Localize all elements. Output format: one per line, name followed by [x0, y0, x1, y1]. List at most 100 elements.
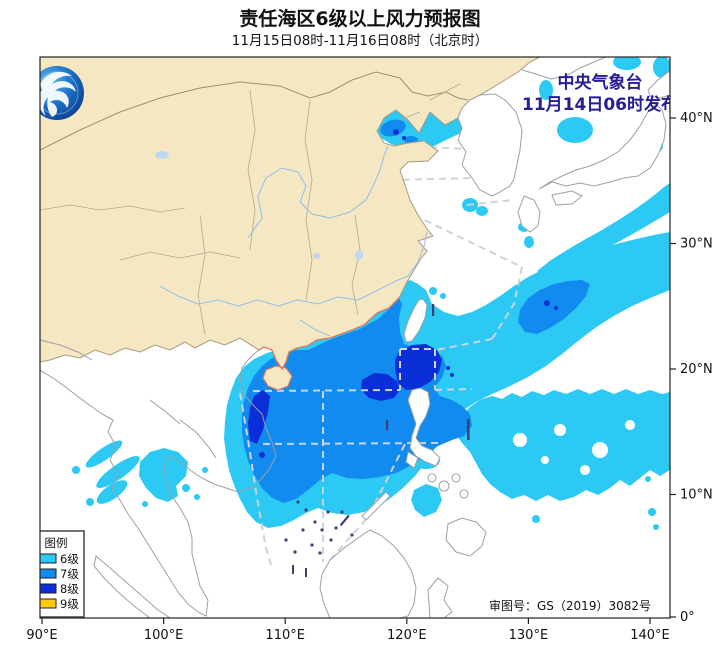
wind6-philippine-sea	[455, 389, 670, 501]
wind6-blob	[524, 236, 534, 248]
wind8-dot	[544, 300, 550, 306]
wind8-dot	[259, 452, 265, 458]
land-mindoro	[405, 451, 419, 469]
map-canvas: 中央气象台 11月14日06时发布 审图号：GS（2019）3082号 图例 6…	[40, 57, 678, 618]
land-shikoku	[551, 190, 583, 206]
land-china	[40, 57, 541, 370]
wind6-speckle-holes	[513, 420, 635, 475]
map-approval-number: 审图号：GS（2019）3082号	[489, 598, 651, 613]
wind6-andaman	[96, 480, 128, 504]
legend-swatch-8	[40, 583, 57, 594]
wind8-dot	[450, 373, 454, 377]
lat-label-10n: 10°N	[680, 488, 713, 503]
land-visayas	[438, 480, 450, 492]
lon-axis-labels: 90°E 100°E 110°E 120°E 130°E 140°E	[26, 628, 669, 643]
legend-swatch-9	[40, 598, 57, 609]
lat-ticks	[670, 117, 676, 618]
wind6-dot	[142, 501, 148, 507]
land-sulawesi	[427, 577, 453, 618]
land-borneo	[319, 529, 417, 618]
wind8-dot	[446, 366, 450, 370]
foreign-land	[40, 57, 670, 618]
land-mindanao	[445, 517, 487, 557]
wind6-dot	[653, 524, 659, 530]
legend-label-9: 9级	[60, 597, 79, 611]
lon-label-130e: 130°E	[509, 628, 549, 643]
land-visayas	[427, 473, 437, 483]
wind6-dot	[194, 494, 200, 500]
land-palawan	[361, 491, 391, 521]
wind-areas-level8	[248, 129, 558, 458]
coast-russia	[521, 57, 607, 80]
land-luzon	[407, 387, 441, 467]
wind8-dot	[402, 136, 406, 140]
wind6-yellow-sea	[476, 206, 488, 216]
publisher-issued-time: 11月14日06时发布	[522, 94, 678, 115]
island-markers	[284, 304, 470, 577]
map-frame	[39, 56, 671, 619]
wind6-dot	[429, 287, 437, 295]
wind6-dot	[440, 293, 446, 299]
wind6-dot	[86, 498, 94, 506]
wind8-dot	[393, 129, 399, 135]
land-hokkaido	[647, 71, 670, 99]
legend-title: 图例	[45, 536, 68, 550]
land-visayas	[459, 489, 469, 499]
wind8-core-west	[361, 373, 400, 401]
wind6-dot	[72, 466, 80, 474]
land-hainan	[262, 365, 293, 391]
page-title: 责任海区6级以上风力预报图	[239, 7, 480, 30]
coast-indochina	[40, 349, 277, 617]
wind6-dot	[532, 515, 540, 523]
sea-zone-boundaries	[239, 145, 523, 566]
wind6-blob	[653, 57, 670, 78]
lon-label-110e: 110°E	[265, 628, 305, 643]
wind6-blob	[613, 57, 641, 70]
coast-china-south-highlight	[258, 297, 400, 371]
land-korea	[457, 93, 523, 197]
lat-label-20n: 20°N	[680, 362, 713, 377]
legend-label-8: 8级	[60, 582, 79, 596]
wind6-andaman	[85, 440, 123, 468]
land-sumatra	[93, 555, 171, 618]
lon-label-90e: 90°E	[26, 628, 57, 643]
wind6-sulu-sea	[411, 484, 442, 517]
lat-label-30n: 30°N	[680, 237, 713, 252]
lon-ticks	[41, 618, 651, 624]
wind6-dot	[648, 508, 656, 516]
land-honshu	[538, 103, 667, 190]
legend-swatch-7	[40, 568, 57, 579]
publisher-name: 中央气象台	[558, 72, 643, 93]
lat-label-0: 0°	[680, 610, 695, 625]
wind6-dot	[645, 476, 651, 482]
border-laos	[149, 399, 217, 459]
wind6-blob	[539, 80, 553, 100]
wind6-dot	[202, 467, 208, 473]
lat-label-40n: 40°N	[680, 111, 713, 126]
wind6-east-band	[537, 183, 670, 275]
wind6-gulf-of-thailand	[139, 448, 188, 502]
legend-swatch-6	[40, 553, 57, 564]
lon-label-100e: 100°E	[144, 628, 184, 643]
wind7-east-band-core	[518, 280, 590, 334]
page-subtitle: 11月15日08时-11月16日08时（北京时）	[232, 33, 488, 49]
lon-label-120e: 120°E	[387, 628, 427, 643]
lat-axis-labels: 40°N 30°N 20°N 10°N 0°	[680, 111, 713, 625]
wind6-dot	[182, 484, 190, 492]
wind8-vietnam-streak	[248, 390, 270, 444]
wind6-andaman	[96, 456, 140, 488]
china-internal-borders	[40, 71, 469, 336]
wind8-core-east	[395, 344, 442, 390]
land-kyushu	[517, 195, 541, 233]
legend-label-7: 7级	[60, 567, 79, 581]
land-visayas	[451, 473, 461, 483]
wind6-sea-of-japan	[557, 117, 593, 143]
rivers-lakes	[155, 145, 428, 337]
wind7-bohai	[380, 119, 406, 137]
legend: 图例 6级 7级 8级 9级	[40, 530, 85, 618]
lon-label-140e: 140°E	[630, 628, 670, 643]
land-taiwan	[403, 298, 428, 343]
border-india	[40, 339, 93, 361]
